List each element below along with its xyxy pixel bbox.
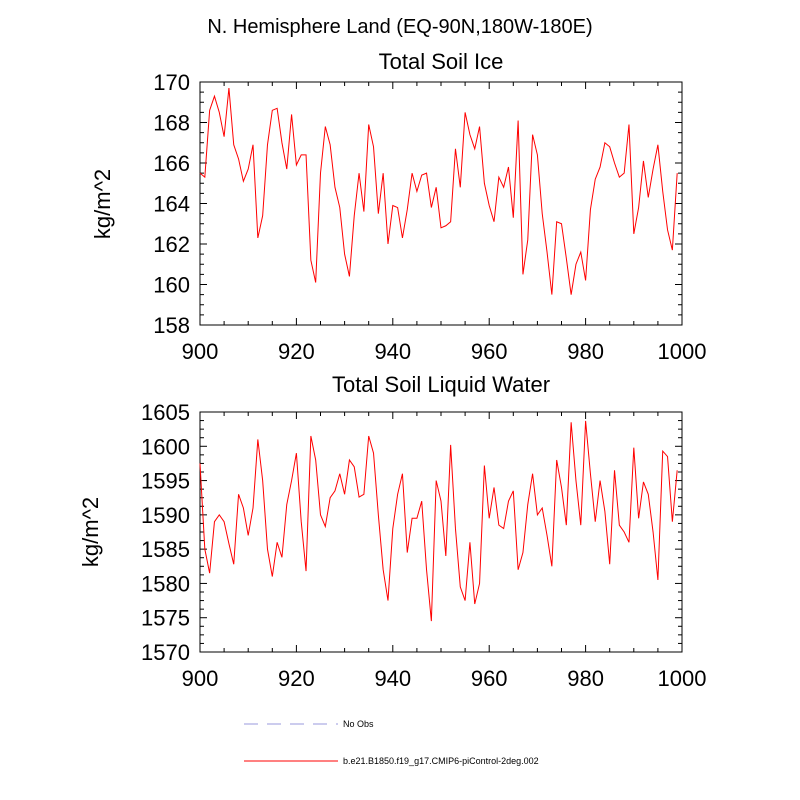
ticks-soil-liquid-water <box>199 411 683 653</box>
series-line-soil-ice <box>199 88 678 295</box>
series-line-soil-liquid-water <box>199 420 678 622</box>
y-axis-label-soil-ice: kg/m^2 <box>90 169 115 239</box>
y-tick-label: 1605 <box>141 400 190 425</box>
legend-label-model-run: b.e21.B1850.f19_g17.CMIP6-piControl-2deg… <box>343 756 539 766</box>
panel-title-total-soil-ice: Total Soil Ice <box>379 49 504 74</box>
x-tick-label: 920 <box>278 666 315 691</box>
panel-title-total-soil-liquid-water: Total Soil Liquid Water <box>332 372 550 397</box>
panel-total-soil-liquid-water: Total Soil Liquid Water kg/m^2 900 920 940… <box>78 372 706 691</box>
y-axis-label-soil-liquid-water: kg/m^2 <box>78 497 103 567</box>
x-tick-label: 900 <box>182 339 219 364</box>
y-tick-label: 166 <box>153 151 190 176</box>
x-tick-label: 960 <box>471 339 508 364</box>
x-tick-label: 980 <box>567 339 604 364</box>
x-tick-label: 980 <box>567 666 604 691</box>
x-tick-label: 940 <box>374 339 411 364</box>
x-tick-label: 1000 <box>658 666 707 691</box>
legend: No Obs b.e21.B1850.f19_g17.CMIP6-piContr… <box>244 719 539 766</box>
x-tick-label: 1000 <box>658 339 707 364</box>
y-tick-label: 158 <box>153 313 190 338</box>
plot-frame-soil-ice <box>199 81 683 326</box>
legend-label-no-obs: No Obs <box>343 719 374 729</box>
x-tick-label: 920 <box>278 339 315 364</box>
y-tick-label: 1575 <box>141 606 190 631</box>
y-tick-label: 1595 <box>141 469 190 494</box>
y-tick-label: 162 <box>153 232 190 257</box>
x-tick-label: 940 <box>374 666 411 691</box>
figure-suptitle: N. Hemisphere Land (EQ-90N,180W-180E) <box>207 16 592 38</box>
tick-labels-soil-liquid-water: 900 920 940 960 980 1000 1570 1575 1580 1585 1590 1… <box>141 400 706 691</box>
y-tick-label: 164 <box>153 192 190 217</box>
y-tick-label: 1590 <box>141 503 190 528</box>
y-tick-label: 168 <box>153 111 190 136</box>
plot-frame-soil-liquid-water <box>199 411 683 653</box>
x-tick-label: 960 <box>471 666 508 691</box>
x-tick-label: 900 <box>182 666 219 691</box>
y-tick-label: 1600 <box>141 434 190 459</box>
y-tick-label: 1585 <box>141 537 190 562</box>
y-tick-label: 160 <box>153 273 190 298</box>
ticks-soil-ice <box>199 81 683 326</box>
tick-labels-soil-ice: 900 920 940 960 980 1000 158 160 162 164 166 168 170 <box>153 70 706 364</box>
y-tick-label: 1580 <box>141 571 190 596</box>
y-tick-label: 170 <box>153 70 190 95</box>
panel-total-soil-ice: Total Soil Ice kg/m^2 900 920 940 960 980 100… <box>90 49 706 364</box>
y-tick-label: 1570 <box>141 640 190 665</box>
